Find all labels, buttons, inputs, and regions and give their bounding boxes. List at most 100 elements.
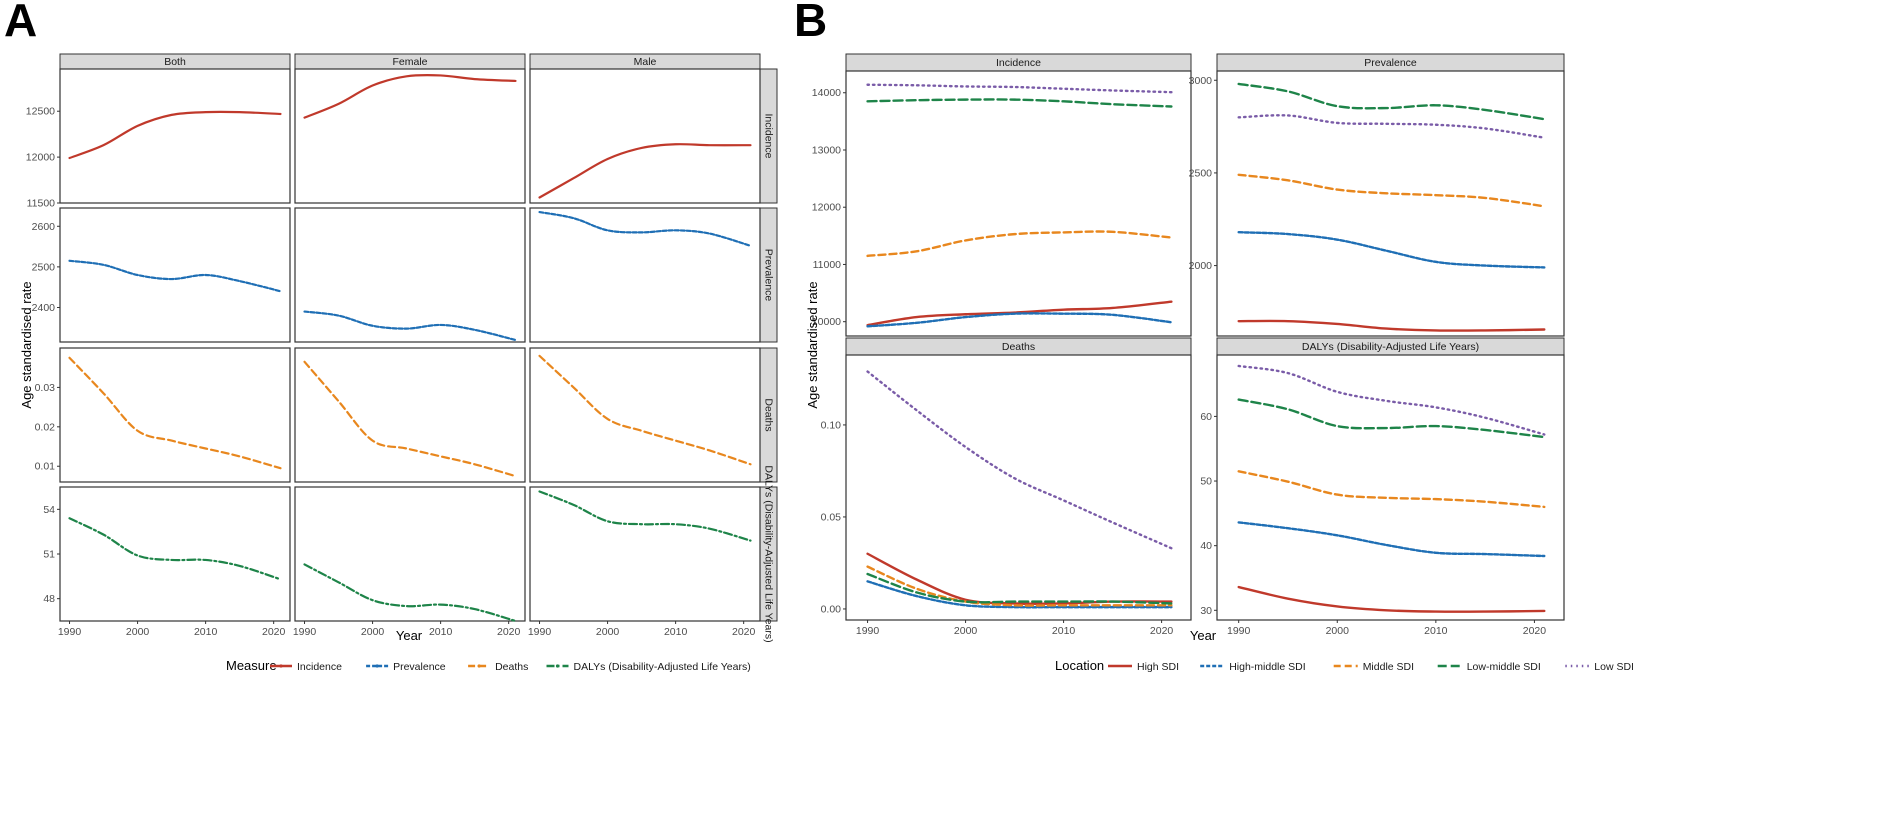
legend-label-middle_sdi: Middle SDI: [1363, 661, 1414, 673]
y-tick-label: 30: [1200, 605, 1212, 617]
y-tick-label: 48: [43, 593, 55, 605]
y-tick-label: 2400: [32, 302, 56, 314]
facet-2-0: [529, 68, 761, 204]
panel-border: [1216, 354, 1565, 621]
x-tick-label: 2010: [664, 626, 688, 638]
panel-border: [59, 207, 291, 343]
y-tick-label: 54: [43, 504, 55, 516]
y-tick-label: 0.01: [35, 461, 56, 473]
panel-border: [59, 68, 291, 204]
x-axis-title: Year: [1190, 628, 1217, 643]
x-tick-label: 2000: [361, 626, 385, 638]
x-tick-label: 2010: [194, 626, 218, 638]
x-tick-label: 1990: [856, 625, 880, 637]
row-strip-label: DALYs (Disability-Adjusted Life Years): [763, 465, 775, 642]
y-tick-label: 60: [1200, 411, 1212, 423]
x-tick-label: 2000: [1326, 625, 1350, 637]
panel-border: [1216, 70, 1565, 337]
facet-b-1: 2000 2500 3000: [1189, 70, 1565, 337]
y-tick-label: 2600: [32, 221, 56, 233]
legend-b: Location High SDI High-middle SDI Middle SD…: [1055, 658, 1634, 673]
row-strip-label: Deaths: [763, 398, 775, 431]
panel-border: [294, 207, 526, 343]
y-tick-label: 12000: [812, 202, 841, 214]
y-tick-label: 11000: [813, 259, 842, 271]
facet-2-3: 1990 2000 2010 2020: [528, 486, 761, 638]
legend-dot-prevalence: [375, 664, 379, 668]
panel-border: [294, 486, 526, 622]
facet-strip-label: Prevalence: [1364, 57, 1417, 69]
panel-border: [529, 207, 761, 343]
y-tick-label: 3000: [1189, 75, 1213, 87]
facet-strip-label: DALYs (Disability-Adjusted Life Years): [1302, 341, 1479, 353]
panel-border: [294, 68, 526, 204]
panel-border: [294, 347, 526, 483]
column-strip-label: Male: [634, 56, 657, 68]
facet-0-1: 2400 2500 2600: [32, 207, 291, 343]
facet-0-3: 48 51 54 1990 2000 2010 2020: [43, 486, 291, 638]
legend-label-prevalence: Prevalence: [393, 661, 446, 673]
legend-dot-incidence: [279, 664, 283, 668]
y-axis-title: Age standardised rate: [805, 281, 820, 408]
panel-letter-b: B: [794, 0, 827, 46]
x-axis-title: Year: [396, 628, 423, 643]
legend-title: Location: [1055, 658, 1104, 673]
y-tick-label: 2500: [32, 261, 56, 273]
y-tick-label: 0.10: [821, 419, 842, 431]
legend-label-low_sdi: Low SDI: [1594, 661, 1634, 673]
legend-label-low_middle_sdi: Low-middle SDI: [1467, 661, 1541, 673]
facet-1-2: [294, 347, 526, 483]
row-strip-label: Prevalence: [763, 249, 775, 302]
y-tick-label: 0.00: [821, 603, 842, 615]
panel-letter-a: A: [4, 0, 37, 46]
y-tick-label: 50: [1200, 476, 1212, 488]
facet-1-1: [294, 207, 526, 343]
facet-b-3: 30 40 50 60 1990 2000 2010 2020: [1200, 354, 1565, 637]
panel-a: A Both Female Male Incidence 11500 12000 12500 P…: [4, 0, 778, 673]
column-strip-label: Both: [164, 56, 186, 68]
legend-label-incidence: Incidence: [297, 661, 342, 673]
facet-1-0: [294, 68, 526, 204]
y-tick-label: 0.03: [35, 382, 56, 394]
x-tick-label: 2020: [1150, 625, 1174, 637]
legend-label-high_middle_sdi: High-middle SDI: [1229, 661, 1305, 673]
x-tick-label: 2000: [954, 625, 978, 637]
facet-2-1: [529, 207, 761, 343]
legend-label-deaths: Deaths: [495, 661, 528, 673]
y-tick-label: 51: [43, 549, 55, 561]
panel-border: [845, 70, 1192, 337]
series-low_sdi: [866, 370, 1173, 550]
x-tick-label: 2000: [596, 626, 620, 638]
panel-border: [59, 347, 291, 483]
column-strip-label: Female: [392, 56, 427, 68]
x-tick-label: 2020: [497, 626, 521, 638]
legend-label-high_sdi: High SDI: [1137, 661, 1179, 673]
y-tick-label: 12000: [26, 152, 55, 164]
x-tick-label: 1990: [58, 626, 82, 638]
x-tick-label: 2010: [1052, 625, 1076, 637]
y-tick-label: 11500: [27, 198, 56, 210]
y-tick-label: 0.02: [35, 421, 56, 433]
facet-0-2: 0.01 0.02 0.03: [35, 347, 291, 483]
facet-1-3: 1990 2000 2010 2020: [293, 486, 526, 638]
panel-border: [529, 486, 761, 622]
legend-a: Measure Incidence Prevalence Deaths DALYs (D…: [226, 658, 751, 673]
facet-b-2: 0.00 0.05 0.10 1990 2000 2010 2020: [821, 354, 1192, 637]
x-tick-label: 2020: [262, 626, 286, 638]
facet-b-0: 10000 11000 12000 13000 14000: [812, 70, 1192, 337]
x-tick-label: 2020: [732, 626, 756, 638]
y-tick-label: 40: [1200, 540, 1212, 552]
y-tick-label: 14000: [812, 87, 841, 99]
y-tick-label: 2000: [1189, 260, 1213, 272]
facet-strip-label: Incidence: [996, 57, 1041, 69]
y-tick-label: 2500: [1189, 167, 1213, 179]
facet-strip-label: Deaths: [1002, 341, 1035, 353]
legend-dot-deaths: [477, 664, 481, 668]
row-strip-label: Incidence: [763, 114, 775, 159]
panel-border: [529, 347, 761, 483]
y-tick-label: 10000: [812, 316, 841, 328]
x-tick-label: 1990: [1227, 625, 1251, 637]
x-tick-label: 2010: [1424, 625, 1448, 637]
y-tick-label: 0.05: [821, 511, 842, 523]
